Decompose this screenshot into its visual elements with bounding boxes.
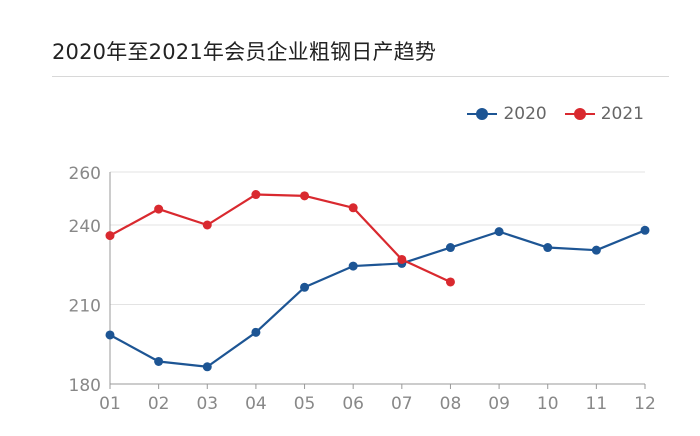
x-tick-label: 08 bbox=[440, 394, 462, 414]
x-tick-label: 09 bbox=[488, 394, 510, 414]
data-point-2021 bbox=[348, 203, 358, 213]
data-point-2020 bbox=[251, 327, 261, 337]
data-point-2021 bbox=[202, 220, 212, 230]
data-point-2020 bbox=[543, 243, 553, 253]
y-tick-label: 260 bbox=[69, 164, 101, 184]
data-point-2020 bbox=[348, 261, 358, 271]
data-point-2020 bbox=[640, 225, 650, 235]
y-tick-label: 240 bbox=[69, 217, 101, 237]
x-tick-label: 12 bbox=[634, 394, 656, 414]
data-point-2020 bbox=[202, 362, 212, 372]
legend-swatch-2020 bbox=[467, 107, 498, 121]
x-tick-label: 07 bbox=[391, 394, 413, 414]
data-point-2020 bbox=[494, 227, 504, 237]
legend-swatch-2021 bbox=[564, 107, 595, 121]
x-tick-label: 01 bbox=[99, 394, 121, 414]
data-point-2020 bbox=[445, 243, 455, 253]
data-point-2020 bbox=[591, 245, 601, 255]
data-point-2021 bbox=[105, 231, 115, 241]
legend-label-2020: 2020 bbox=[503, 104, 547, 124]
chart-title: 2020年至2021年会员企业粗钢日产趋势 bbox=[52, 40, 437, 64]
y-tick-label: 210 bbox=[69, 297, 101, 317]
data-point-2020 bbox=[154, 356, 164, 366]
legend: 2020 2021 bbox=[467, 104, 644, 124]
x-tick-label: 03 bbox=[196, 394, 218, 414]
x-tick-label: 06 bbox=[342, 394, 364, 414]
data-point-2021 bbox=[445, 277, 455, 287]
x-tick-label: 11 bbox=[586, 394, 608, 414]
x-tick-label: 05 bbox=[294, 394, 316, 414]
legend-label-2021: 2021 bbox=[600, 104, 644, 124]
data-point-2021 bbox=[300, 191, 310, 201]
data-point-2020 bbox=[105, 330, 115, 340]
data-point-2020 bbox=[300, 282, 310, 292]
x-tick-label: 02 bbox=[148, 394, 170, 414]
data-point-2021 bbox=[397, 254, 407, 264]
legend-item-2021[interactable]: 2021 bbox=[564, 104, 644, 124]
series-line-2021 bbox=[109, 193, 451, 283]
legend-item-2020[interactable]: 2020 bbox=[467, 104, 547, 124]
title-divider bbox=[52, 76, 669, 77]
y-tick-label: 180 bbox=[69, 376, 101, 396]
series-line-2020 bbox=[109, 229, 646, 368]
x-tick-label: 04 bbox=[245, 394, 267, 414]
data-point-2021 bbox=[154, 204, 164, 214]
data-point-2021 bbox=[251, 190, 261, 200]
x-tick-label: 10 bbox=[537, 394, 559, 414]
